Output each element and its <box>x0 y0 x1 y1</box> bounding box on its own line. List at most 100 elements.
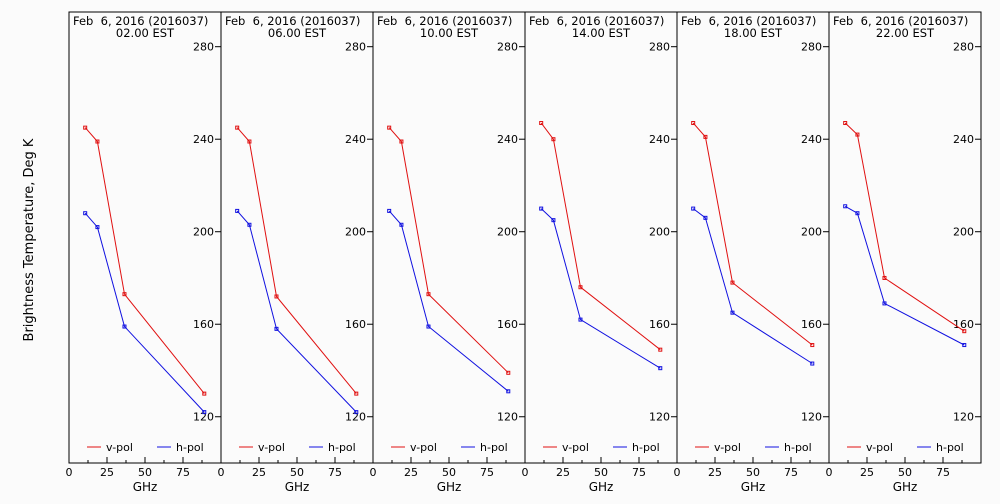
data-point-v-pol <box>810 343 815 348</box>
x-axis-label: GHz <box>133 480 158 494</box>
y-tick-label: 160 <box>801 318 822 331</box>
data-point-h-pol <box>578 317 583 322</box>
data-point-h-pol <box>506 389 511 394</box>
y-tick-label: 240 <box>497 133 518 146</box>
data-point-h-pol <box>235 208 240 213</box>
data-point-h-pol <box>882 301 887 306</box>
y-tick-label: 200 <box>193 226 214 239</box>
x-tick-label: 50 <box>898 466 912 479</box>
legend-label-v-pol: v-pol <box>714 441 741 454</box>
x-axis-label: GHz <box>741 480 766 494</box>
y-tick-label: 160 <box>345 318 366 331</box>
x-tick-label: 0 <box>522 466 529 479</box>
x-tick-label: 50 <box>442 466 456 479</box>
data-point-v-pol <box>962 329 967 334</box>
x-tick-label: 50 <box>746 466 760 479</box>
panel-subtitle: 06.00 EST <box>268 26 327 40</box>
y-tick-label: 280 <box>193 41 214 54</box>
chart-panel-1: Feb 6, 2016 (2016037)02.00 EST 120 160 200 2… <box>66 11 222 494</box>
legend-label-v-pol: v-pol <box>258 441 285 454</box>
data-point-v-pol <box>703 134 708 139</box>
series-line-v-pol <box>540 122 661 351</box>
y-tick-label: 280 <box>801 41 822 54</box>
x-tick-label: 25 <box>404 466 418 479</box>
chart-panel-6: Feb 6, 2016 (2016037)22.00 EST 120 160 200 2… <box>826 11 982 494</box>
chart-panel-3: Feb 6, 2016 (2016037)10.00 EST 120 160 200 2… <box>370 11 526 494</box>
x-tick-label: 0 <box>218 466 225 479</box>
data-point-h-pol <box>551 218 556 223</box>
x-tick-label: 75 <box>176 466 190 479</box>
y-tick-label: 120 <box>193 411 214 424</box>
legend-label-v-pol: v-pol <box>106 441 133 454</box>
data-point-h-pol <box>274 326 279 331</box>
legend-label-v-pol: v-pol <box>866 441 893 454</box>
x-tick-label: 25 <box>556 466 570 479</box>
y-axis-label: Brightness Temperature, Deg K <box>22 138 37 341</box>
y-tick-label: 120 <box>801 411 822 424</box>
data-point-h-pol <box>539 206 544 211</box>
panel-title: Feb 6, 2016 (2016037) <box>529 14 664 28</box>
x-tick-label: 25 <box>252 466 266 479</box>
x-tick-label: 25 <box>860 466 874 479</box>
data-point-v-pol <box>247 139 252 144</box>
panel-title: Feb 6, 2016 (2016037) <box>225 14 360 28</box>
data-point-v-pol <box>202 391 207 396</box>
x-tick-label: 25 <box>708 466 722 479</box>
y-tick-label: 160 <box>497 318 518 331</box>
series-line-v-pol <box>388 127 509 374</box>
x-tick-label: 75 <box>784 466 798 479</box>
series-line-h-pol <box>84 212 205 413</box>
y-tick-label: 280 <box>953 41 974 54</box>
y-tick-label: 280 <box>649 41 670 54</box>
x-tick-label: 25 <box>100 466 114 479</box>
panel-subtitle: 14.00 EST <box>572 26 631 40</box>
data-point-h-pol <box>855 211 860 216</box>
series-line-v-pol <box>692 122 813 346</box>
data-point-h-pol <box>691 206 696 211</box>
series-line-h-pol <box>692 208 813 364</box>
y-tick-label: 160 <box>193 318 214 331</box>
x-tick-label: 0 <box>826 466 833 479</box>
y-tick-label: 120 <box>497 411 518 424</box>
data-point-v-pol <box>426 292 431 297</box>
data-point-v-pol <box>855 132 860 137</box>
x-tick-label: 75 <box>328 466 342 479</box>
panel-subtitle: 18.00 EST <box>724 26 783 40</box>
legend-label-h-pol: h-pol <box>328 441 356 454</box>
data-point-v-pol <box>882 275 887 280</box>
panel-title: Feb 6, 2016 (2016037) <box>681 14 816 28</box>
y-tick-label: 240 <box>345 133 366 146</box>
x-tick-label: 0 <box>370 466 377 479</box>
data-point-v-pol <box>730 280 735 285</box>
data-point-v-pol <box>83 125 88 130</box>
y-tick-label: 120 <box>649 411 670 424</box>
data-point-h-pol <box>83 211 88 216</box>
data-point-v-pol <box>658 347 663 352</box>
data-point-h-pol <box>122 324 127 329</box>
y-tick-label: 200 <box>497 226 518 239</box>
series-line-v-pol <box>236 127 357 394</box>
y-tick-label: 280 <box>497 41 518 54</box>
data-point-v-pol <box>506 370 511 375</box>
data-point-v-pol <box>399 139 404 144</box>
x-axis-label: GHz <box>285 480 310 494</box>
y-tick-label: 240 <box>649 133 670 146</box>
data-point-h-pol <box>962 343 967 348</box>
y-tick-label: 240 <box>953 133 974 146</box>
data-point-v-pol <box>274 294 279 299</box>
y-tick-label: 240 <box>801 133 822 146</box>
y-tick-label: 160 <box>953 318 974 331</box>
legend-label-v-pol: v-pol <box>562 441 589 454</box>
data-point-v-pol <box>387 125 392 130</box>
legend-label-h-pol: h-pol <box>632 441 660 454</box>
series-line-h-pol <box>540 208 661 369</box>
panel-subtitle: 02.00 EST <box>116 26 175 40</box>
data-point-h-pol <box>810 361 815 366</box>
y-tick-label: 120 <box>345 411 366 424</box>
x-tick-label: 75 <box>936 466 950 479</box>
data-point-h-pol <box>703 215 708 220</box>
data-point-h-pol <box>387 208 392 213</box>
data-point-h-pol <box>354 410 359 415</box>
series-line-h-pol <box>844 205 965 346</box>
y-tick-label: 200 <box>345 226 366 239</box>
